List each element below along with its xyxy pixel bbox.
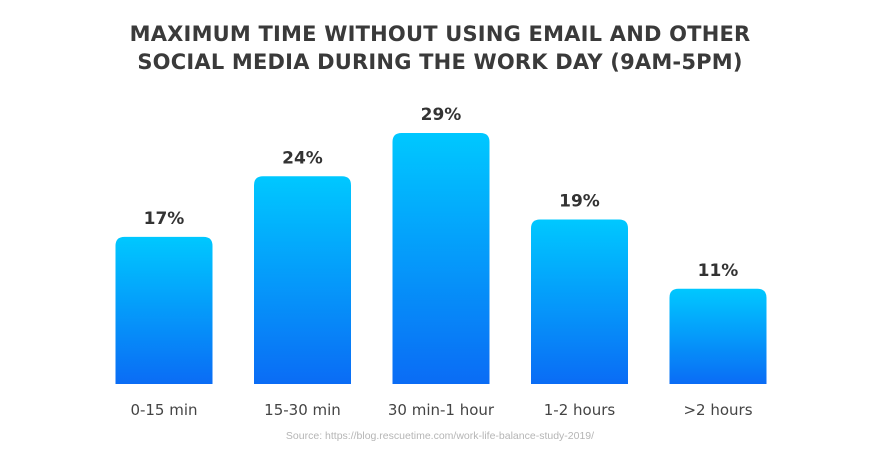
category-tick-label: 1-2 hours — [544, 401, 616, 419]
category-tick-label: 0-15 min — [130, 401, 197, 419]
bar-0-15-min — [115, 236, 213, 384]
bar-15-30-min — [254, 176, 351, 384]
category-tick-label: 15-30 min — [264, 401, 341, 419]
bar-value-label: 11% — [698, 261, 739, 281]
chart-title-line-2: SOCIAL MEDIA DURING THE WORK DAY (9AM-5P… — [137, 50, 743, 74]
category-tick-label: >2 hours — [683, 401, 752, 419]
bar-value-label: 19% — [559, 192, 600, 212]
bar-value-label: 17% — [144, 209, 185, 229]
chart-title: MAXIMUM TIME WITHOUT USING EMAIL AND OTH… — [0, 20, 880, 76]
source-note: Source: https://blog.rescuetime.com/work… — [285, 430, 595, 442]
bar-value-label: 24% — [282, 148, 323, 168]
bar-value-label: 29% — [421, 105, 462, 125]
chart-title-line-1: MAXIMUM TIME WITHOUT USING EMAIL AND OTH… — [129, 22, 751, 46]
bar-2-hours — [669, 288, 767, 384]
category-tick-label: 30 min-1 hour — [388, 401, 495, 419]
bar-30-min-1-hour — [392, 133, 490, 384]
bar-1-2-hours — [531, 219, 628, 384]
